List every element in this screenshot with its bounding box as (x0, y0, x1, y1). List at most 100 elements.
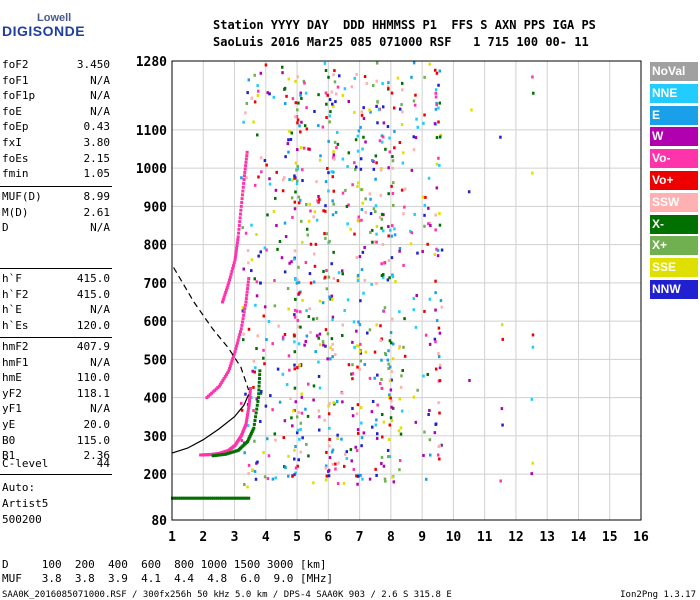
echo-point (401, 88, 404, 92)
echo-point (327, 468, 331, 472)
echo-point (389, 396, 392, 400)
echo-point (301, 298, 304, 302)
echo-point (264, 63, 268, 67)
echo-point (275, 224, 278, 228)
trace-point (245, 415, 249, 419)
echo-point (424, 195, 427, 199)
echo-point (387, 437, 391, 441)
echo-point (287, 138, 290, 142)
echo-point (324, 275, 327, 279)
echo-point (409, 242, 413, 246)
echo-point (467, 190, 471, 194)
echo-point (295, 415, 299, 419)
echo-point (256, 89, 260, 93)
param-value: 1.05 (83, 167, 111, 181)
echo-point (375, 232, 378, 236)
trace-point (219, 382, 223, 386)
echo-point (247, 463, 251, 467)
echo-point (341, 400, 344, 404)
echo-point (328, 456, 332, 460)
echo-point (307, 147, 310, 151)
echo-point (374, 467, 377, 471)
echo-point (256, 334, 259, 338)
echo-point (331, 315, 335, 319)
echo-point (428, 297, 432, 301)
echo-point (318, 332, 322, 336)
param-value: 2.15 (83, 151, 111, 165)
echo-point (303, 124, 307, 128)
echo-point (382, 273, 385, 277)
echo-point (425, 477, 428, 481)
echo-point (336, 142, 340, 146)
echo-point (391, 159, 395, 163)
echo-point (274, 196, 277, 200)
trace-point (211, 454, 215, 458)
echo-point (331, 102, 334, 106)
echo-point (296, 366, 299, 370)
trace-point (176, 496, 180, 500)
echo-point (332, 276, 336, 280)
echo-point (292, 257, 296, 261)
echo-point (290, 416, 293, 420)
echo-point (359, 406, 363, 410)
echo-point (341, 191, 345, 195)
echo-point (259, 250, 263, 254)
echo-point (380, 386, 384, 390)
echo-point (376, 373, 379, 377)
echo-point (372, 207, 376, 211)
echo-point (308, 202, 311, 206)
echo-point (293, 386, 297, 390)
param-key: M(D) (2, 205, 29, 219)
trace-point (213, 388, 217, 392)
echo-point (253, 469, 257, 473)
echo-point (394, 280, 397, 284)
trace-point (256, 399, 260, 403)
echo-point (290, 131, 294, 135)
echo-point (375, 224, 379, 228)
echo-point (317, 336, 320, 340)
trace-point (242, 174, 246, 178)
param-key: hmF1 (2, 355, 29, 369)
echo-point (440, 248, 444, 252)
echo-point (383, 477, 387, 481)
echo-point (433, 122, 437, 126)
echo-point (350, 85, 354, 89)
trace-point (246, 413, 250, 417)
echo-point (317, 124, 320, 128)
echo-point (440, 305, 444, 309)
echo-point (316, 334, 319, 338)
trace-point (250, 430, 254, 434)
trace-point (235, 241, 239, 245)
echo-point (375, 473, 378, 477)
echo-point (435, 247, 438, 251)
trace-point (214, 387, 218, 391)
echo-point (294, 101, 298, 105)
header-line-1: Station YYYY DAY DDD HHMMSS P1 FFS S AXN… (213, 18, 596, 32)
echo-point (380, 274, 384, 278)
version-text: Ion2Png 1.3.17 (620, 590, 696, 600)
param-value: N/A (90, 221, 110, 235)
echo-point (433, 337, 437, 341)
echo-point (318, 386, 322, 390)
echo-point (336, 279, 340, 283)
trace-point (240, 323, 244, 327)
echo-point (331, 297, 334, 301)
trace-point (227, 369, 231, 373)
echo-point (530, 397, 534, 401)
echo-point (376, 403, 379, 407)
echo-point (293, 340, 296, 344)
trace-point (243, 303, 247, 307)
echo-point (295, 115, 299, 119)
echo-point (332, 170, 335, 174)
trace-point (243, 167, 247, 171)
trace-point (247, 277, 251, 281)
echo-point (296, 164, 299, 168)
echo-point (266, 91, 270, 95)
echo-point (299, 310, 302, 314)
echo-point (423, 309, 426, 313)
trace-point (235, 246, 239, 250)
echo-point (305, 202, 308, 206)
echo-point (253, 370, 256, 374)
echo-point (323, 418, 326, 422)
echo-point (334, 467, 337, 471)
